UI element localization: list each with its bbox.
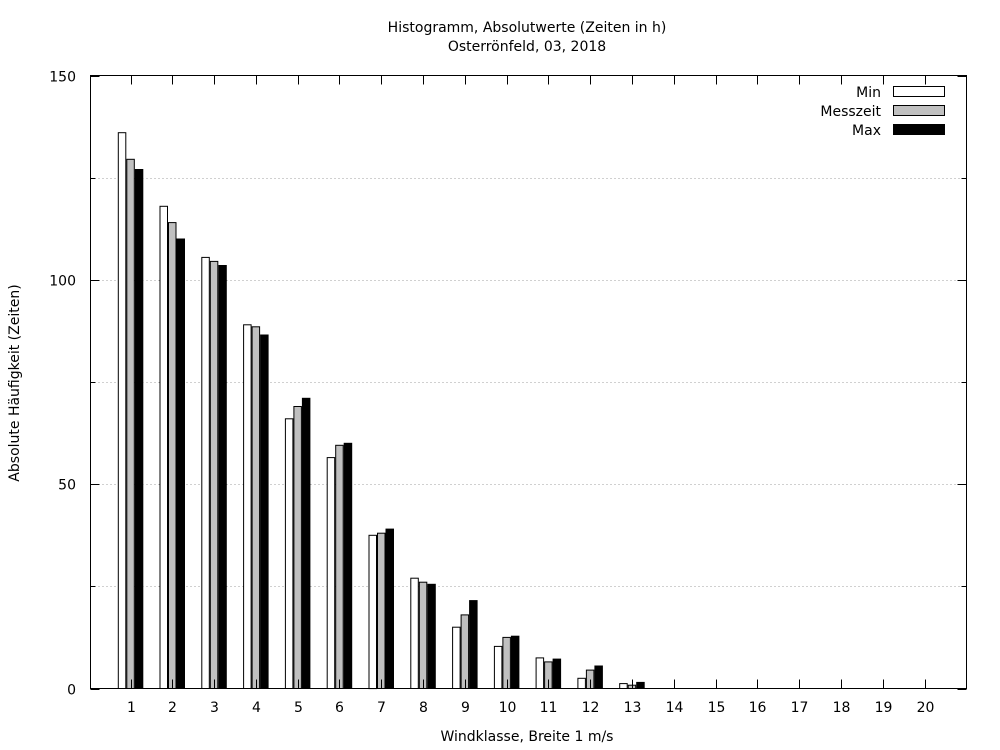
bar-messzeit-4 <box>251 326 261 689</box>
bar-messzeit-8 <box>418 581 428 690</box>
bar-min-3 <box>201 256 210 689</box>
bar-min-11 <box>535 657 545 690</box>
x-tick-label: 17 <box>791 700 809 716</box>
legend-label-max: Max <box>852 123 881 139</box>
bar-max-7 <box>385 528 394 689</box>
bar-max-13 <box>636 681 645 690</box>
bar-min-10 <box>493 645 503 690</box>
bar-messzeit-2 <box>168 222 177 689</box>
bar-min-12 <box>577 677 586 689</box>
x-tick-label: 1 <box>127 700 136 716</box>
y-tick-label: 150 <box>49 70 76 86</box>
x-tick-label: 20 <box>917 700 935 716</box>
x-tick-label: 14 <box>666 700 684 716</box>
bar-max-2 <box>176 238 185 689</box>
bar-messzeit-6 <box>335 444 344 689</box>
bars <box>117 132 645 690</box>
legend-swatch-max <box>893 124 945 135</box>
bar-messzeit-1 <box>126 158 135 690</box>
y-tick-label: 0 <box>67 683 76 699</box>
bar-messzeit-7 <box>377 532 386 690</box>
bar-min-7 <box>368 534 377 690</box>
x-tick-label: 9 <box>461 700 470 716</box>
x-tick-label: 6 <box>335 700 344 716</box>
legend-label-min: Min <box>856 85 881 101</box>
x-tick-label: 3 <box>210 700 219 716</box>
bar-max-1 <box>134 169 144 689</box>
bar-max-8 <box>427 583 436 689</box>
x-tick-label: 7 <box>377 700 386 716</box>
bar-messzeit-3 <box>209 260 219 689</box>
bar-max-11 <box>552 658 562 689</box>
legend-swatch-messzeit <box>893 105 945 116</box>
bar-min-6 <box>326 457 336 689</box>
bar-min-2 <box>159 205 168 690</box>
x-axis-label: Windklasse, Breite 1 m/s <box>441 729 614 745</box>
y-tick-label: 100 <box>49 274 76 290</box>
bar-max-3 <box>218 265 227 689</box>
x-tick-label: 19 <box>875 700 893 716</box>
bar-max-4 <box>260 334 269 689</box>
x-tick-label: 18 <box>833 700 851 716</box>
bar-max-6 <box>343 442 353 689</box>
x-tick-label: 5 <box>294 700 303 716</box>
y-tick-label: 50 <box>58 478 76 494</box>
bar-min-4 <box>243 324 252 689</box>
x-tick-label: 13 <box>624 700 642 716</box>
bar-min-5 <box>284 418 294 689</box>
x-tick-label: 2 <box>168 700 177 716</box>
x-tick-label: 16 <box>749 700 767 716</box>
plot-frame <box>90 75 967 689</box>
bar-messzeit-10 <box>502 636 511 690</box>
bar-max-10 <box>510 635 520 690</box>
bar-max-9 <box>469 600 478 689</box>
x-tick-label: 11 <box>540 700 558 716</box>
y-axis-label: Absolute Häufigkeit (Zeiten) <box>7 284 23 481</box>
x-tick-label: 8 <box>419 700 428 716</box>
bar-min-1 <box>117 132 127 689</box>
legend-swatch-min <box>893 86 945 97</box>
legend-label-messzeit: Messzeit <box>820 104 881 120</box>
chart-title: Histogramm, Absolutwerte (Zeiten in h) <box>388 20 667 36</box>
bar-messzeit-5 <box>293 406 302 689</box>
x-tick-label: 4 <box>252 700 261 716</box>
x-tick-label: 10 <box>499 700 517 716</box>
chart-subtitle: Osterrönfeld, 03, 2018 <box>448 39 606 55</box>
bar-min-9 <box>452 626 461 690</box>
bar-min-13 <box>619 683 628 689</box>
x-tick-label: 12 <box>582 700 600 716</box>
bar-max-12 <box>594 665 603 689</box>
bar-max-5 <box>301 397 311 689</box>
bar-messzeit-9 <box>460 614 470 690</box>
x-tick-label: 15 <box>708 700 726 716</box>
bar-min-8 <box>410 577 419 690</box>
legend: Min Messzeit Max <box>820 85 945 139</box>
